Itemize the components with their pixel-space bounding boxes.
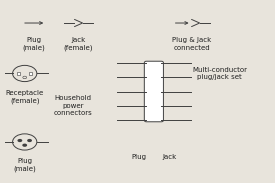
Bar	[17, 72, 20, 75]
Text: Plug
(male): Plug (male)	[13, 158, 36, 172]
Text: Jack
(female): Jack (female)	[64, 38, 93, 51]
Text: Receptacle
(female): Receptacle (female)	[6, 90, 44, 104]
Circle shape	[22, 144, 27, 147]
Circle shape	[17, 139, 22, 142]
Circle shape	[27, 139, 32, 142]
Text: Plug & Jack
connected: Plug & Jack connected	[172, 38, 211, 51]
Text: Multi-conductor
plug/jack set: Multi-conductor plug/jack set	[192, 67, 247, 80]
Text: Household
power
connectors: Household power connectors	[54, 95, 92, 116]
Text: Plug: Plug	[131, 154, 147, 160]
Text: Plug
(male): Plug (male)	[23, 38, 45, 51]
Bar	[29, 72, 32, 75]
FancyBboxPatch shape	[144, 61, 163, 122]
Text: Jack: Jack	[163, 154, 177, 160]
